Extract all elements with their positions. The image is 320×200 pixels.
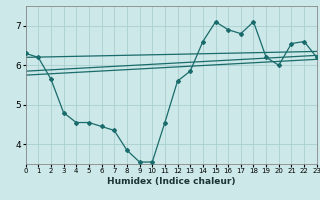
X-axis label: Humidex (Indice chaleur): Humidex (Indice chaleur): [107, 177, 236, 186]
